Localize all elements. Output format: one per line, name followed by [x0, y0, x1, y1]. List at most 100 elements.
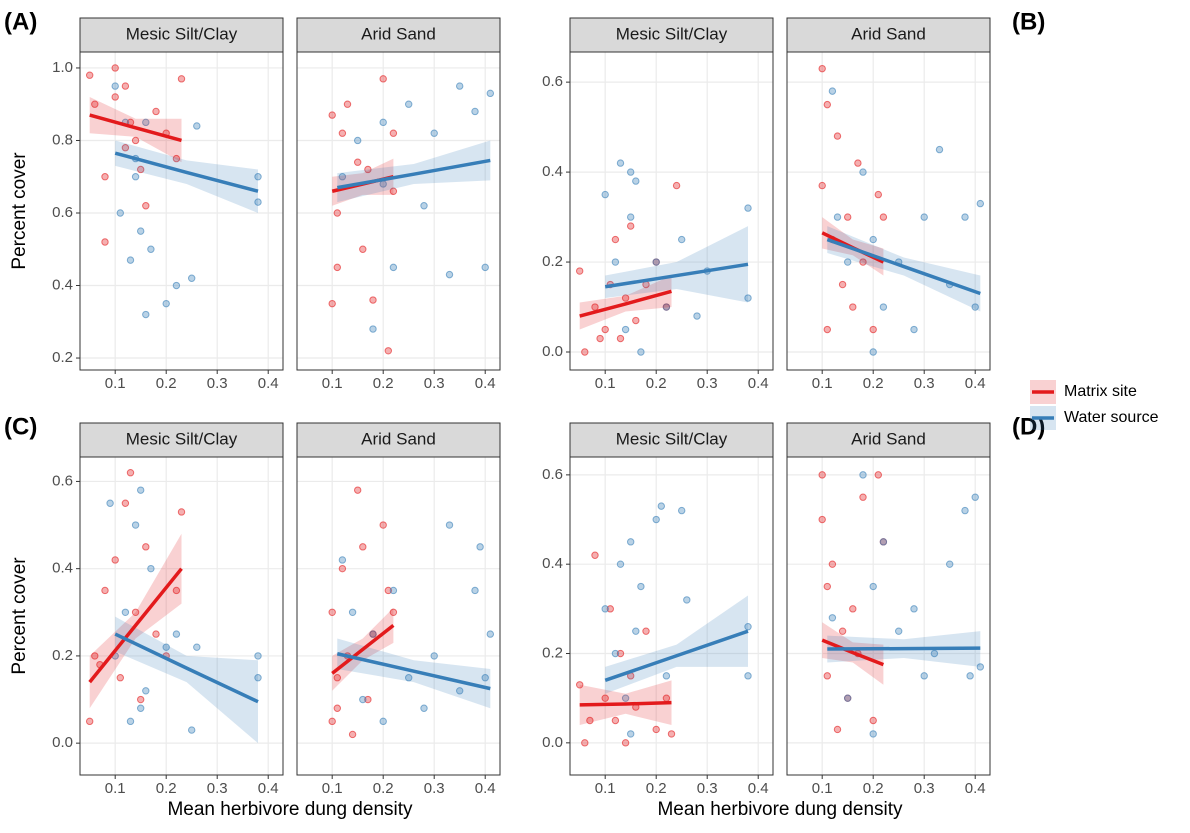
- y-tick-label: 0.2: [542, 253, 563, 270]
- point: [662, 303, 671, 311]
- point: [430, 129, 438, 137]
- point: [142, 543, 150, 551]
- point: [177, 75, 186, 83]
- point: [486, 630, 495, 638]
- x-tick-label: 0.1: [322, 780, 343, 797]
- point: [869, 325, 877, 334]
- point: [116, 674, 124, 682]
- fit-line: [89, 113, 182, 143]
- point: [136, 695, 145, 704]
- point: [379, 717, 387, 726]
- facet-strip: [569, 422, 774, 458]
- point: [471, 586, 479, 595]
- point: [188, 274, 196, 282]
- point: [328, 299, 336, 308]
- x-tick-label: 0.2: [373, 780, 394, 797]
- point: [359, 245, 367, 253]
- plot-border: [296, 51, 501, 371]
- x-tick-label: 0.2: [646, 780, 667, 797]
- point: [142, 310, 150, 319]
- x-tick-label: 0.3: [697, 780, 718, 797]
- y-tick-label: 0.6: [52, 472, 73, 489]
- facet-strip: [569, 17, 774, 53]
- x-tick-label: 0.1: [105, 375, 126, 392]
- point: [920, 672, 928, 680]
- point: [652, 515, 660, 524]
- point: [869, 730, 877, 738]
- x-tick-label: 0.2: [373, 375, 394, 392]
- point: [976, 663, 985, 671]
- point: [333, 674, 341, 682]
- point: [611, 716, 620, 725]
- confidence-band: [337, 638, 491, 709]
- fit-line: [336, 158, 491, 190]
- x-tick-label: 0.3: [424, 375, 445, 392]
- point: [389, 129, 398, 137]
- point: [177, 508, 186, 516]
- point: [591, 551, 599, 559]
- y-tick-label: 0.0: [52, 734, 73, 751]
- point: [389, 608, 398, 616]
- point: [379, 75, 387, 83]
- point: [575, 267, 584, 275]
- y-tick-label: 0.8: [52, 131, 73, 148]
- point: [833, 725, 842, 734]
- point: [961, 213, 969, 221]
- x-tick-label: 0.4: [965, 780, 986, 797]
- facet-title: Arid Sand: [361, 24, 436, 43]
- point: [828, 87, 837, 95]
- point: [879, 538, 888, 546]
- point: [476, 543, 484, 551]
- point: [828, 560, 837, 568]
- x-tick-label: 0.3: [207, 375, 228, 392]
- point: [142, 687, 150, 695]
- point: [626, 730, 635, 738]
- panel-label: (C): [4, 413, 37, 440]
- point: [662, 672, 671, 680]
- point: [843, 694, 852, 702]
- point: [843, 213, 852, 221]
- plot-border: [569, 456, 774, 776]
- point: [136, 227, 145, 235]
- point: [471, 107, 479, 116]
- point: [343, 100, 352, 108]
- point: [152, 630, 160, 638]
- point: [328, 608, 336, 616]
- x-tick-label: 0.3: [207, 780, 228, 797]
- point: [838, 280, 847, 289]
- y-tick-label: 0.6: [542, 73, 563, 90]
- point: [481, 674, 489, 682]
- x-tick-label: 0.4: [475, 780, 496, 797]
- point: [581, 348, 589, 356]
- point: [859, 493, 867, 501]
- point: [121, 82, 130, 90]
- facet-title: Mesic Silt/Clay: [126, 24, 238, 43]
- point: [405, 100, 413, 108]
- point: [389, 263, 398, 272]
- point: [379, 118, 387, 127]
- x-tick-label: 0.4: [748, 780, 769, 797]
- confidence-band: [827, 226, 981, 312]
- panel-label: (A): [4, 8, 37, 35]
- point: [131, 521, 140, 529]
- point: [353, 136, 362, 145]
- point: [85, 717, 94, 726]
- point: [823, 582, 831, 591]
- point: [338, 129, 347, 137]
- point: [121, 608, 130, 616]
- point: [384, 586, 392, 595]
- point: [879, 213, 888, 221]
- plot-border: [296, 456, 501, 776]
- fit-line: [88, 567, 183, 684]
- point: [111, 556, 119, 564]
- point: [693, 312, 701, 320]
- fit-line: [579, 700, 672, 707]
- point: [136, 704, 145, 712]
- point: [126, 717, 135, 726]
- point: [152, 107, 160, 116]
- point: [859, 471, 867, 479]
- x-tick-label: 0.1: [595, 780, 616, 797]
- point: [162, 299, 170, 308]
